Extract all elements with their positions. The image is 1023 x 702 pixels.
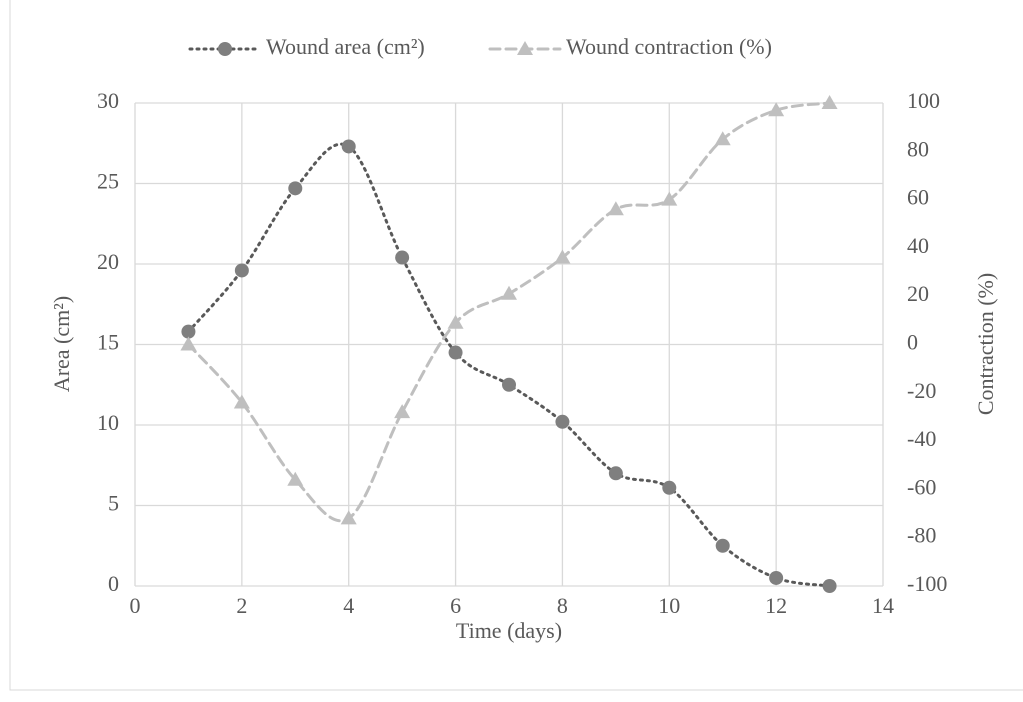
data-point bbox=[287, 471, 304, 486]
series-line bbox=[186, 142, 832, 588]
data-point bbox=[662, 480, 677, 495]
data-point bbox=[394, 404, 411, 419]
data-point bbox=[341, 139, 356, 154]
data-point bbox=[447, 314, 464, 329]
data-point bbox=[554, 249, 571, 264]
y2-tick-label: 100 bbox=[907, 88, 940, 113]
data-point bbox=[555, 414, 570, 429]
legend-label: Wound contraction (%) bbox=[566, 34, 772, 59]
y2-tick-label: -80 bbox=[907, 523, 936, 548]
data-point bbox=[288, 181, 303, 196]
y-tick-label: 5 bbox=[108, 491, 119, 516]
series-line bbox=[186, 101, 832, 523]
y2-tick-label: 80 bbox=[907, 136, 929, 161]
y-tick-label: 30 bbox=[97, 88, 119, 113]
data-point bbox=[181, 324, 196, 339]
chart-border bbox=[9, 0, 1023, 691]
y2-tick-label: 60 bbox=[907, 185, 929, 210]
y2-tick-label: -100 bbox=[907, 571, 947, 596]
legend-marker bbox=[517, 41, 533, 55]
data-point bbox=[768, 102, 785, 117]
data-point bbox=[607, 201, 624, 216]
data-point bbox=[233, 394, 250, 409]
y-tick-label: 15 bbox=[97, 330, 119, 355]
data-point bbox=[340, 510, 357, 525]
y2-tick-label: 40 bbox=[907, 233, 929, 258]
x-tick-label: 2 bbox=[236, 593, 247, 618]
y2-axis-title: Contraction (%) bbox=[973, 273, 998, 415]
data-point bbox=[661, 191, 678, 206]
x-axis-title: Time (days) bbox=[456, 618, 562, 643]
y2-tick-label: 20 bbox=[907, 281, 929, 306]
legend-marker bbox=[218, 42, 232, 56]
data-point bbox=[821, 95, 838, 109]
x-tick-label: 14 bbox=[872, 593, 894, 618]
y2-tick-label: -60 bbox=[907, 474, 936, 499]
y-tick-label: 0 bbox=[108, 571, 119, 596]
data-point bbox=[395, 250, 410, 265]
x-tick-label: 12 bbox=[765, 593, 787, 618]
data-point bbox=[180, 336, 197, 351]
y2-tick-label: -20 bbox=[907, 378, 936, 403]
data-point bbox=[715, 538, 730, 553]
y-tick-label: 10 bbox=[97, 410, 119, 435]
x-tick-label: 0 bbox=[130, 593, 141, 618]
data-point bbox=[448, 345, 463, 360]
y2-tick-label: -40 bbox=[907, 426, 936, 451]
y-tick-label: 20 bbox=[97, 249, 119, 274]
x-tick-label: 10 bbox=[658, 593, 680, 618]
x-tick-label: 6 bbox=[450, 593, 461, 618]
data-point bbox=[769, 570, 784, 585]
data-point bbox=[608, 466, 623, 481]
data-point bbox=[714, 131, 731, 146]
legend-label: Wound area (cm²) bbox=[266, 34, 425, 59]
y-axis-title: Area (cm²) bbox=[49, 296, 74, 392]
x-tick-label: 4 bbox=[343, 593, 354, 618]
data-point bbox=[234, 263, 249, 278]
x-tick-label: 8 bbox=[557, 593, 568, 618]
y-tick-label: 25 bbox=[97, 169, 119, 194]
data-point bbox=[822, 579, 837, 593]
data-point bbox=[502, 377, 516, 392]
data-point bbox=[501, 285, 517, 300]
y2-tick-label: 0 bbox=[907, 330, 918, 355]
